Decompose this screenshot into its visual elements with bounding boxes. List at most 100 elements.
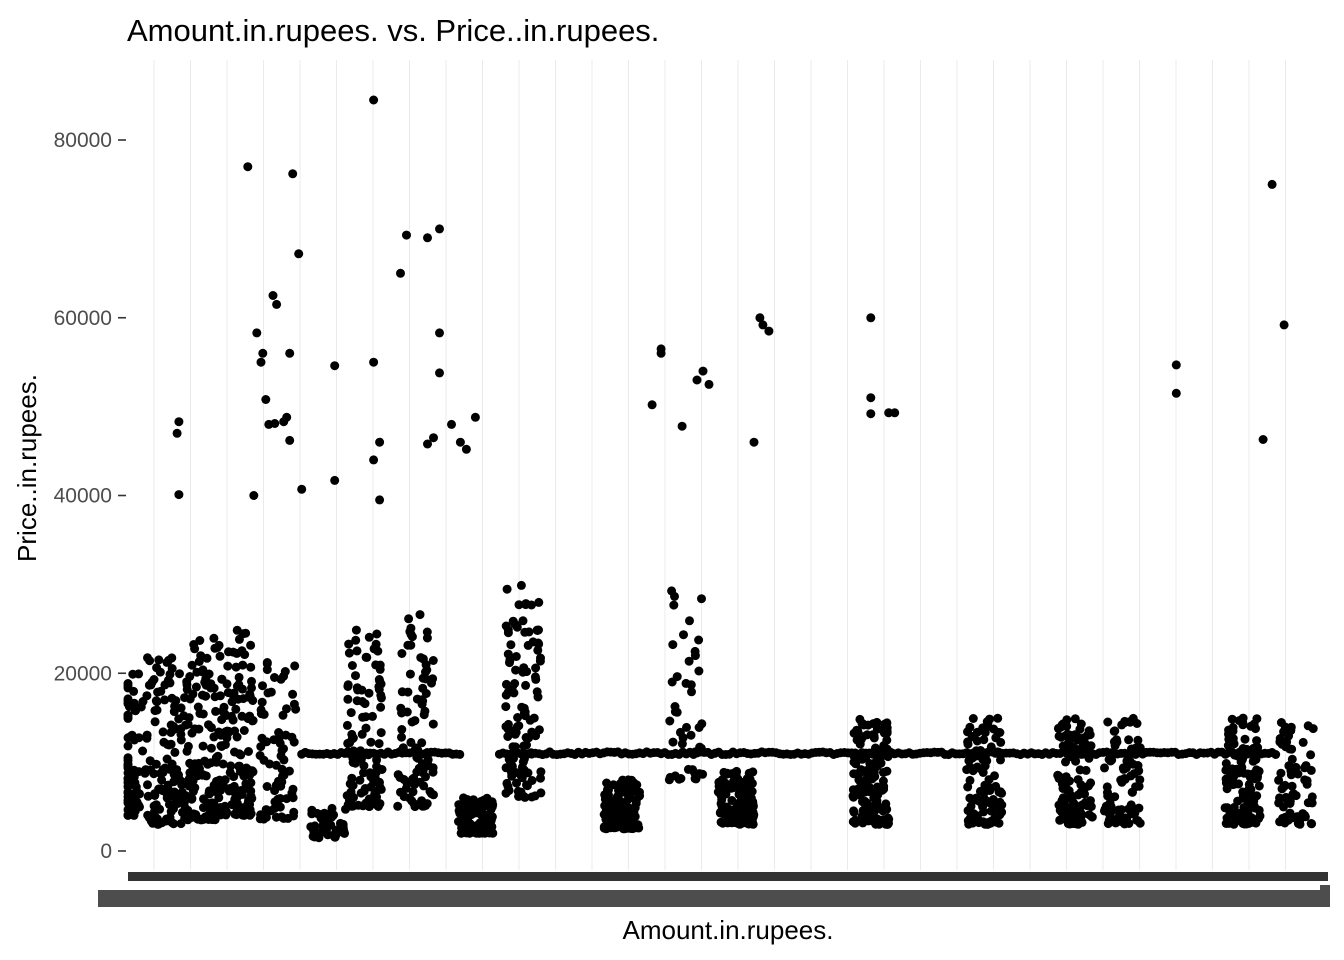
- data-point: [1227, 714, 1237, 724]
- data-point: [206, 743, 216, 753]
- data-point: [146, 816, 156, 826]
- data-point: [698, 366, 708, 376]
- data-point: [279, 813, 289, 823]
- data-point: [261, 395, 271, 404]
- data-point: [1238, 791, 1248, 801]
- data-point: [262, 665, 272, 675]
- data-point: [174, 490, 184, 500]
- data-point: [1135, 775, 1145, 785]
- data-point: [179, 798, 189, 808]
- data-point: [248, 767, 258, 777]
- data-point: [239, 771, 249, 781]
- data-point: [215, 651, 225, 661]
- data-point: [1298, 737, 1308, 747]
- data-point: [412, 694, 422, 704]
- data-point: [157, 818, 167, 828]
- data-point: [412, 767, 422, 777]
- data-point: [690, 651, 700, 661]
- data-point: [126, 799, 135, 808]
- data-point: [686, 680, 696, 690]
- data-point: [351, 635, 361, 645]
- data-point: [428, 656, 438, 665]
- data-point: [288, 689, 298, 699]
- data-point: [744, 813, 754, 823]
- data-point: [1301, 761, 1311, 771]
- data-point: [334, 826, 344, 836]
- data-point: [202, 653, 212, 663]
- data-point: [504, 785, 514, 795]
- data-point: [176, 735, 186, 745]
- data-point: [968, 714, 978, 723]
- data-point: [503, 625, 513, 635]
- data-point: [419, 710, 429, 720]
- data-point: [996, 737, 1006, 747]
- data-point: [1302, 779, 1312, 789]
- data-point: [704, 379, 714, 389]
- data-point: [185, 672, 195, 681]
- data-point: [370, 773, 380, 783]
- data-point: [457, 823, 467, 833]
- data-point: [149, 675, 159, 684]
- data-point: [307, 805, 317, 815]
- data-point: [1064, 738, 1073, 748]
- data-point: [421, 758, 431, 768]
- data-point: [502, 584, 512, 594]
- data-point: [323, 830, 333, 840]
- data-point: [342, 720, 352, 730]
- data-point: [742, 793, 752, 803]
- y-tick-label: 20000: [54, 662, 112, 685]
- data-point: [165, 764, 175, 774]
- data-point: [397, 649, 407, 658]
- data-point: [246, 640, 256, 650]
- data-point: [435, 328, 444, 338]
- data-point: [281, 730, 291, 740]
- data-point: [428, 719, 438, 729]
- data-point: [1054, 800, 1064, 810]
- data-point: [399, 775, 409, 784]
- data-point: [405, 669, 415, 679]
- data-point: [217, 674, 227, 684]
- data-point: [715, 808, 725, 818]
- data-point: [1276, 768, 1286, 778]
- data-point: [184, 713, 194, 723]
- data-point: [1238, 717, 1248, 727]
- data-point: [129, 686, 139, 696]
- data-point: [123, 710, 133, 720]
- data-point: [422, 627, 432, 637]
- data-point: [679, 630, 688, 640]
- data-point: [749, 437, 759, 447]
- data-point: [1069, 804, 1079, 814]
- data-point: [243, 162, 253, 172]
- data-point: [536, 773, 545, 783]
- data-point: [223, 661, 233, 671]
- data-point: [965, 722, 975, 732]
- data-point: [288, 169, 298, 179]
- data-point: [849, 807, 859, 817]
- data-point: [524, 627, 534, 637]
- data-point: [869, 793, 879, 803]
- data-point: [1249, 796, 1259, 806]
- data-point: [457, 800, 467, 810]
- y-axis: 0 20000 40000 60000 80000: [54, 129, 126, 863]
- data-point: [194, 724, 204, 734]
- data-point: [343, 694, 353, 704]
- data-point: [514, 600, 524, 610]
- data-point: [962, 765, 972, 775]
- data-point: [647, 400, 657, 410]
- data-point: [347, 661, 357, 670]
- data-point: [202, 798, 212, 808]
- data-point: [130, 805, 139, 815]
- data-point: [854, 775, 864, 785]
- data-point: [1130, 808, 1140, 818]
- data-point: [164, 740, 174, 750]
- data-point: [366, 737, 376, 747]
- data-points: [123, 95, 1318, 843]
- data-point: [1232, 815, 1242, 825]
- data-point: [348, 758, 358, 767]
- data-point: [508, 616, 518, 626]
- data-point: [1109, 726, 1119, 736]
- y-tick-label: 80000: [54, 129, 112, 152]
- data-point: [123, 753, 133, 763]
- data-point: [665, 772, 675, 782]
- data-point: [502, 778, 512, 788]
